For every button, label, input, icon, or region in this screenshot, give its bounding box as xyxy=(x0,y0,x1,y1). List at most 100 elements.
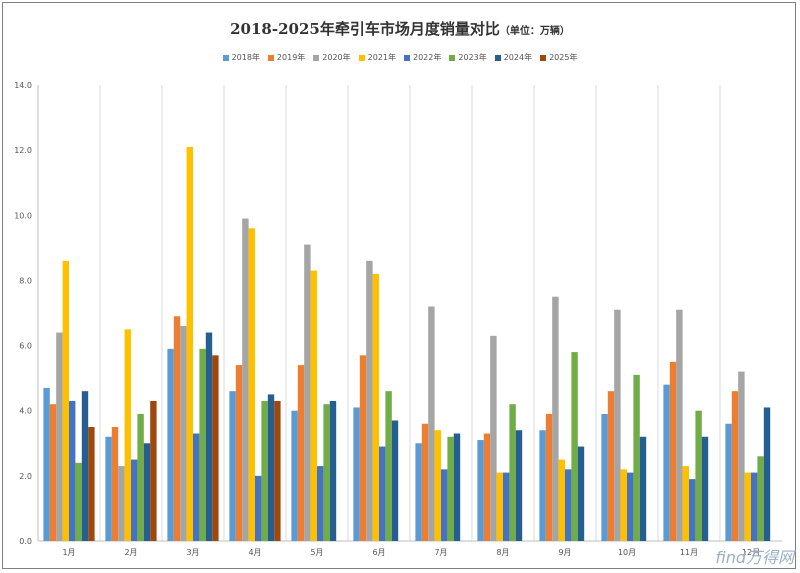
bar xyxy=(297,365,305,541)
bar xyxy=(248,228,255,542)
bar xyxy=(676,309,683,541)
legend-swatch xyxy=(267,54,274,61)
bar xyxy=(571,352,578,541)
chart-title: 2018-2025年牵引车市场月度销量对比（单位：万辆） xyxy=(0,18,800,39)
bar xyxy=(689,479,696,541)
bar xyxy=(81,391,89,541)
legend-label: 2023年 xyxy=(458,53,487,62)
bar xyxy=(607,391,615,541)
legend-label: 2019年 xyxy=(276,53,306,62)
bar xyxy=(75,462,82,541)
bar xyxy=(56,332,63,541)
bar xyxy=(477,440,484,541)
legend-item: 2022年 xyxy=(404,52,441,63)
bar xyxy=(415,443,422,541)
chart-unit-note: （单位：万辆） xyxy=(499,26,570,37)
bar xyxy=(558,459,565,541)
legend-swatch xyxy=(358,54,365,61)
bar xyxy=(509,404,516,541)
bar xyxy=(143,443,151,541)
y-tick-label: 14.0 xyxy=(14,81,32,90)
legend-label: 2020年 xyxy=(322,53,351,62)
bar xyxy=(627,472,634,541)
legend-label: 2021年 xyxy=(367,53,396,62)
bar xyxy=(359,355,367,541)
bar xyxy=(255,475,262,541)
bar xyxy=(150,400,157,541)
bar xyxy=(496,472,503,541)
legend-item: 2018年 xyxy=(222,52,260,63)
bar xyxy=(310,270,317,541)
legend-swatch xyxy=(313,54,320,61)
bar xyxy=(663,384,670,541)
bar xyxy=(212,355,219,541)
bar xyxy=(385,391,392,541)
bar xyxy=(633,374,640,541)
bar xyxy=(62,260,69,541)
y-tick-label: 0.0 xyxy=(19,537,32,546)
bar xyxy=(69,400,76,541)
bar xyxy=(261,400,268,541)
bar xyxy=(372,273,379,541)
watermark-logo: find万得网 xyxy=(715,548,794,567)
bar xyxy=(205,332,213,541)
bar xyxy=(428,306,435,541)
y-tick-label: 12.0 xyxy=(14,146,32,155)
bar xyxy=(441,469,448,541)
x-tick-label: 11月 xyxy=(680,548,698,557)
x-tick-label: 10月 xyxy=(618,548,636,557)
bar xyxy=(137,413,144,541)
bar xyxy=(391,420,399,541)
bar xyxy=(111,427,119,541)
bar xyxy=(186,146,193,541)
x-tick-label: 12月 xyxy=(742,548,760,557)
bar xyxy=(173,316,181,541)
chart-legend: 2018年 2019年 2020年 2021年 2022年 2023年 2024年 2025年 xyxy=(0,52,800,63)
bar xyxy=(751,472,758,541)
bar xyxy=(199,348,206,541)
bar xyxy=(267,394,275,541)
bar xyxy=(682,466,689,541)
legend-swatch xyxy=(449,54,456,61)
bar xyxy=(620,469,627,541)
legend-item: 2025年 xyxy=(540,52,577,63)
x-tick-label: 9月 xyxy=(558,548,571,557)
bar xyxy=(167,348,174,541)
x-tick-label: 2月 xyxy=(124,548,137,557)
bar xyxy=(88,427,95,541)
legend-label: 2025年 xyxy=(549,53,578,62)
bar xyxy=(105,436,112,541)
bar xyxy=(366,260,373,541)
bar xyxy=(503,472,510,541)
bar xyxy=(539,430,546,541)
x-tick-label: 6月 xyxy=(372,548,385,557)
bar xyxy=(421,423,429,541)
legend-label: 2022年 xyxy=(413,53,442,62)
x-tick-label: 7月 xyxy=(434,548,447,557)
chart-title-text: 2018-2025年牵引车市场月度销量对比 xyxy=(230,20,500,38)
legend-swatch xyxy=(222,54,229,61)
bar xyxy=(43,387,50,541)
y-tick-label: 2.0 xyxy=(19,472,32,481)
bar xyxy=(193,433,200,541)
bar xyxy=(515,430,523,541)
y-tick-label: 4.0 xyxy=(19,407,32,416)
x-tick-label: 3月 xyxy=(186,548,199,557)
bar xyxy=(131,459,138,541)
bar xyxy=(317,466,324,541)
bar xyxy=(329,400,337,541)
legend-item: 2021年 xyxy=(358,52,396,63)
x-tick-label: 1月 xyxy=(62,548,75,557)
y-tick-label: 10.0 xyxy=(14,211,32,220)
bar xyxy=(565,469,572,541)
bar xyxy=(323,404,330,541)
bar xyxy=(447,436,454,541)
legend-swatch xyxy=(540,54,547,61)
bar xyxy=(552,296,559,541)
legend-label: 2024年 xyxy=(503,53,533,62)
legend-swatch xyxy=(494,54,501,61)
bar xyxy=(291,410,298,541)
legend-item: 2023年 xyxy=(449,52,487,63)
bar xyxy=(490,335,497,541)
